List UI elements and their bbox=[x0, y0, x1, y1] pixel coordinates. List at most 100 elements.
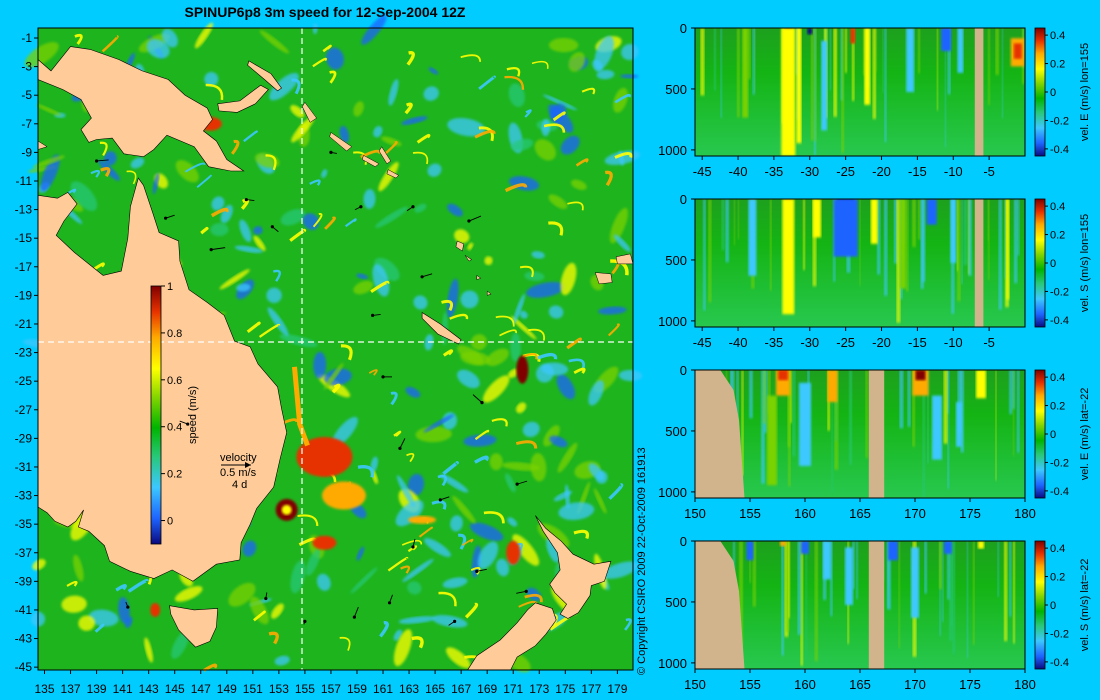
section-streak bbox=[851, 28, 855, 101]
section-streak bbox=[849, 370, 853, 465]
section-y-tick-label: 500 bbox=[665, 595, 687, 610]
section-colorbar-tick-label: 0 bbox=[1050, 258, 1056, 270]
speed-filament bbox=[431, 500, 447, 510]
velocity-arrow-base bbox=[475, 569, 479, 573]
map-x-axis: 135 137 139 141 143 145 147 149 151 153 155 157 159 1… bbox=[34, 670, 628, 696]
section-x-tick-label: 180 bbox=[1014, 506, 1036, 521]
section-streak bbox=[950, 541, 953, 627]
speed-patch bbox=[447, 203, 463, 217]
velocity-key-label: velocity bbox=[220, 452, 257, 464]
eddy-core bbox=[321, 481, 366, 510]
velocity-arrow bbox=[411, 538, 416, 549]
speed-patch bbox=[588, 380, 604, 406]
velocity-arrow bbox=[94, 159, 109, 163]
speed-patch bbox=[596, 69, 615, 80]
speed-patch bbox=[508, 83, 525, 107]
section-jet bbox=[1013, 43, 1022, 59]
speed-filament bbox=[441, 299, 454, 312]
speed-filament bbox=[272, 269, 281, 282]
speed-patch bbox=[454, 229, 470, 244]
section-x-tick-label: -40 bbox=[729, 335, 748, 350]
section-streak bbox=[995, 370, 997, 481]
speed-patch bbox=[548, 305, 564, 319]
section-streak bbox=[938, 541, 942, 590]
speed-patch bbox=[452, 495, 476, 524]
speed-patch bbox=[413, 295, 428, 310]
speed-patch bbox=[593, 488, 607, 514]
map-x-tick-label: 153 bbox=[269, 682, 289, 696]
section-streak bbox=[920, 199, 924, 289]
velocity-arrow-shaft bbox=[353, 606, 359, 618]
speed-patch bbox=[405, 386, 421, 398]
section-x-tick-label: -5 bbox=[983, 335, 995, 350]
speed-filament bbox=[196, 174, 212, 189]
section-jet bbox=[850, 28, 856, 44]
section-jet bbox=[780, 541, 786, 547]
speed-patch bbox=[442, 577, 468, 589]
velocity-arrow-base bbox=[329, 150, 333, 154]
speed-filament bbox=[344, 218, 357, 228]
section-x-tick-label: -5 bbox=[983, 164, 995, 179]
new-caledonia-landmass bbox=[421, 311, 462, 345]
speed-filament bbox=[240, 198, 250, 210]
speed-patch bbox=[363, 189, 376, 209]
section-streak bbox=[949, 541, 953, 641]
section-field bbox=[695, 370, 1025, 498]
speed-filament bbox=[460, 54, 482, 62]
section-x-tick-label: 170 bbox=[904, 506, 926, 521]
section-x-tick-label: 165 bbox=[849, 506, 871, 521]
section-streak bbox=[936, 28, 939, 111]
section-colorbar bbox=[1034, 27, 1046, 157]
map-y-tick-label: -5 bbox=[21, 88, 32, 102]
section-jet bbox=[813, 199, 821, 238]
speed-filament bbox=[437, 474, 448, 487]
speed-patch bbox=[558, 502, 595, 521]
section-streak bbox=[862, 28, 865, 76]
vanuatu-island bbox=[486, 290, 492, 296]
colorbar-tick-label: 0.4 bbox=[167, 422, 182, 434]
speed-filament bbox=[406, 452, 415, 463]
speed-filament bbox=[474, 429, 490, 441]
section-streak bbox=[927, 370, 929, 464]
speed-filament bbox=[368, 369, 378, 376]
section-streak bbox=[752, 28, 755, 95]
section-streak bbox=[831, 370, 834, 492]
section-jet bbox=[767, 395, 777, 486]
boundary-current bbox=[291, 366, 310, 447]
speed-patch bbox=[564, 484, 570, 509]
map-x-tick-label: 155 bbox=[295, 682, 315, 696]
velocity-arrow bbox=[125, 601, 130, 609]
map-y-tick-label: -25 bbox=[15, 374, 33, 388]
speed-filament bbox=[418, 526, 433, 538]
section-colorbar-tick-label: 0 bbox=[1050, 600, 1056, 612]
speed-patch bbox=[516, 402, 527, 414]
map-y-tick-label: -17 bbox=[15, 260, 33, 274]
map-x-tick-label: 149 bbox=[217, 682, 237, 696]
solomon-island bbox=[361, 154, 380, 167]
map-frame bbox=[37, 27, 634, 671]
velocity-arrow bbox=[371, 313, 381, 317]
velocity-arrow-base bbox=[453, 619, 457, 623]
speed-patch bbox=[414, 203, 427, 213]
speed-patch bbox=[594, 35, 614, 70]
section-x-tick-label: 155 bbox=[739, 677, 761, 692]
section-streak bbox=[814, 541, 818, 662]
figure-title: SPINUP6p8 3m speed for 12-Sep-2004 12Z bbox=[185, 4, 466, 20]
depth-sections: -45 -40 -35 -30 -25 -20 -15 -10 -5 0 500 1000 0.4 0.2… bbox=[658, 21, 1091, 692]
eddy-core bbox=[281, 504, 292, 515]
section-streak bbox=[872, 28, 877, 119]
speed-patch bbox=[407, 581, 422, 595]
speed-patch bbox=[88, 609, 119, 627]
section-x-tick-label: 175 bbox=[959, 677, 981, 692]
speed-patch bbox=[542, 94, 578, 111]
section-label: vel. E (m/s) lon=155 bbox=[1079, 43, 1091, 141]
speed-filament bbox=[385, 141, 398, 154]
section-panel-4: 150 155 160 165 170 175 180 0 500 1000 0.4 0.2 0 -0.2… bbox=[658, 534, 1091, 692]
map-y-tick-label: -31 bbox=[15, 460, 33, 474]
speed-filament bbox=[491, 418, 508, 427]
speed-filament bbox=[528, 328, 546, 341]
speed-filament bbox=[297, 514, 319, 527]
velocity-arrow bbox=[352, 606, 359, 619]
speed-patch bbox=[407, 473, 425, 496]
eddy-core bbox=[150, 602, 161, 617]
